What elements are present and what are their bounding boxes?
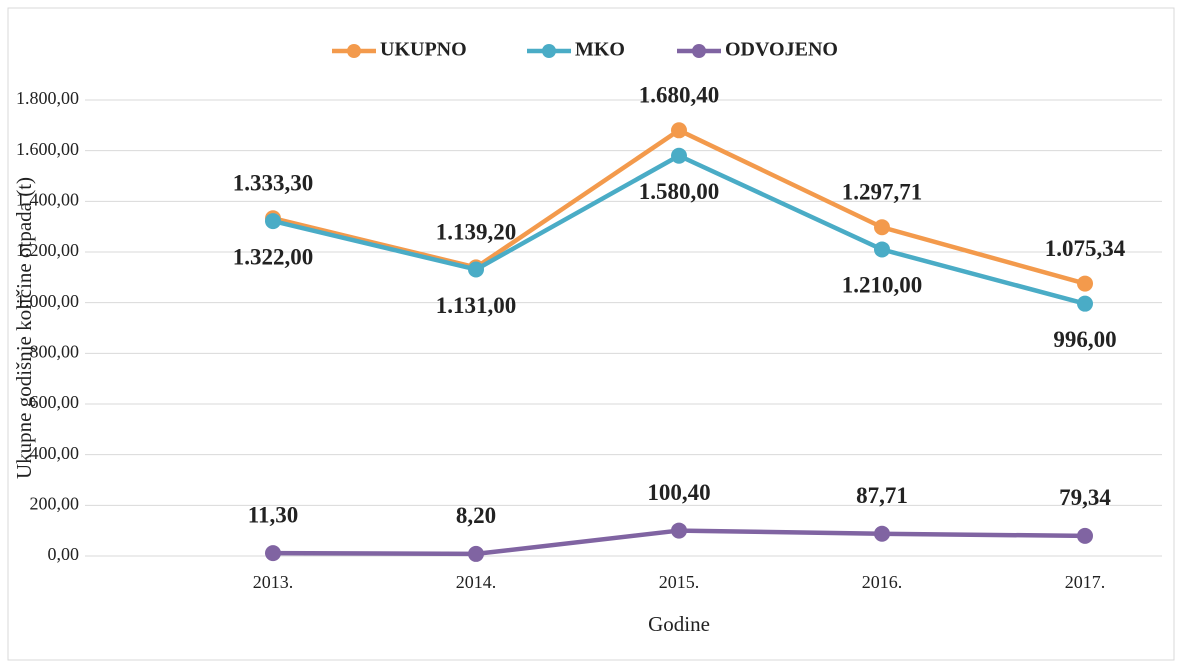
data-label: 1.680,40 <box>639 83 720 108</box>
data-point <box>874 525 890 542</box>
data-label: 87,71 <box>856 483 908 508</box>
x-tick-label: 2013. <box>253 572 294 592</box>
y-axis-label: Ukupne godišnje količine otpada (t) <box>12 177 36 479</box>
data-point <box>1077 275 1093 292</box>
data-point <box>874 241 890 258</box>
legend-marker <box>347 44 361 58</box>
y-tick-label: 1.400,00 <box>16 189 79 209</box>
y-tick-label: 1.200,00 <box>16 240 79 260</box>
data-point <box>671 147 687 164</box>
legend-marker <box>542 44 556 58</box>
data-label: 1.075,34 <box>1045 236 1126 261</box>
x-tick-label: 2014. <box>456 572 497 592</box>
y-tick-label: 0,00 <box>48 544 80 564</box>
data-label: 1.210,00 <box>842 273 923 298</box>
y-tick-label: 1.000,00 <box>16 291 79 311</box>
data-label: 79,34 <box>1059 485 1111 510</box>
data-point <box>265 545 281 562</box>
y-tick-label: 600,00 <box>30 392 80 412</box>
data-point <box>468 261 484 278</box>
y-tick-label: 200,00 <box>30 493 80 513</box>
data-label: 1.580,00 <box>639 179 720 204</box>
data-point <box>671 122 687 139</box>
data-label: 1.131,00 <box>436 293 517 318</box>
data-point <box>468 545 484 562</box>
data-point <box>874 219 890 236</box>
data-label: 996,00 <box>1053 327 1116 352</box>
x-tick-label: 2015. <box>659 572 700 592</box>
y-tick-label: 1.800,00 <box>16 88 79 108</box>
data-point <box>671 522 687 539</box>
legend-marker <box>692 44 706 58</box>
data-point <box>1077 295 1093 312</box>
data-point <box>1077 527 1093 544</box>
x-tick-label: 2016. <box>862 572 903 592</box>
data-label: 8,20 <box>456 503 496 528</box>
data-label: 1.297,71 <box>842 180 923 205</box>
chart-frame <box>7 7 1175 661</box>
legend-label: UKUPNO <box>380 39 467 61</box>
data-label: 1.322,00 <box>233 244 314 269</box>
data-label: 11,30 <box>248 502 298 527</box>
legend-label: ODVOJENO <box>725 39 838 61</box>
data-label: 1.333,30 <box>233 171 314 196</box>
x-tick-label: 2017. <box>1065 572 1106 592</box>
y-tick-label: 800,00 <box>30 341 80 361</box>
y-tick-label: 400,00 <box>30 443 80 463</box>
data-label: 1.139,20 <box>436 220 517 245</box>
legend-label: MKO <box>575 39 625 61</box>
y-tick-label: 1.600,00 <box>16 139 79 159</box>
x-axis-label: Godine <box>648 612 710 636</box>
data-point <box>265 213 281 230</box>
data-label: 100,40 <box>647 480 710 505</box>
